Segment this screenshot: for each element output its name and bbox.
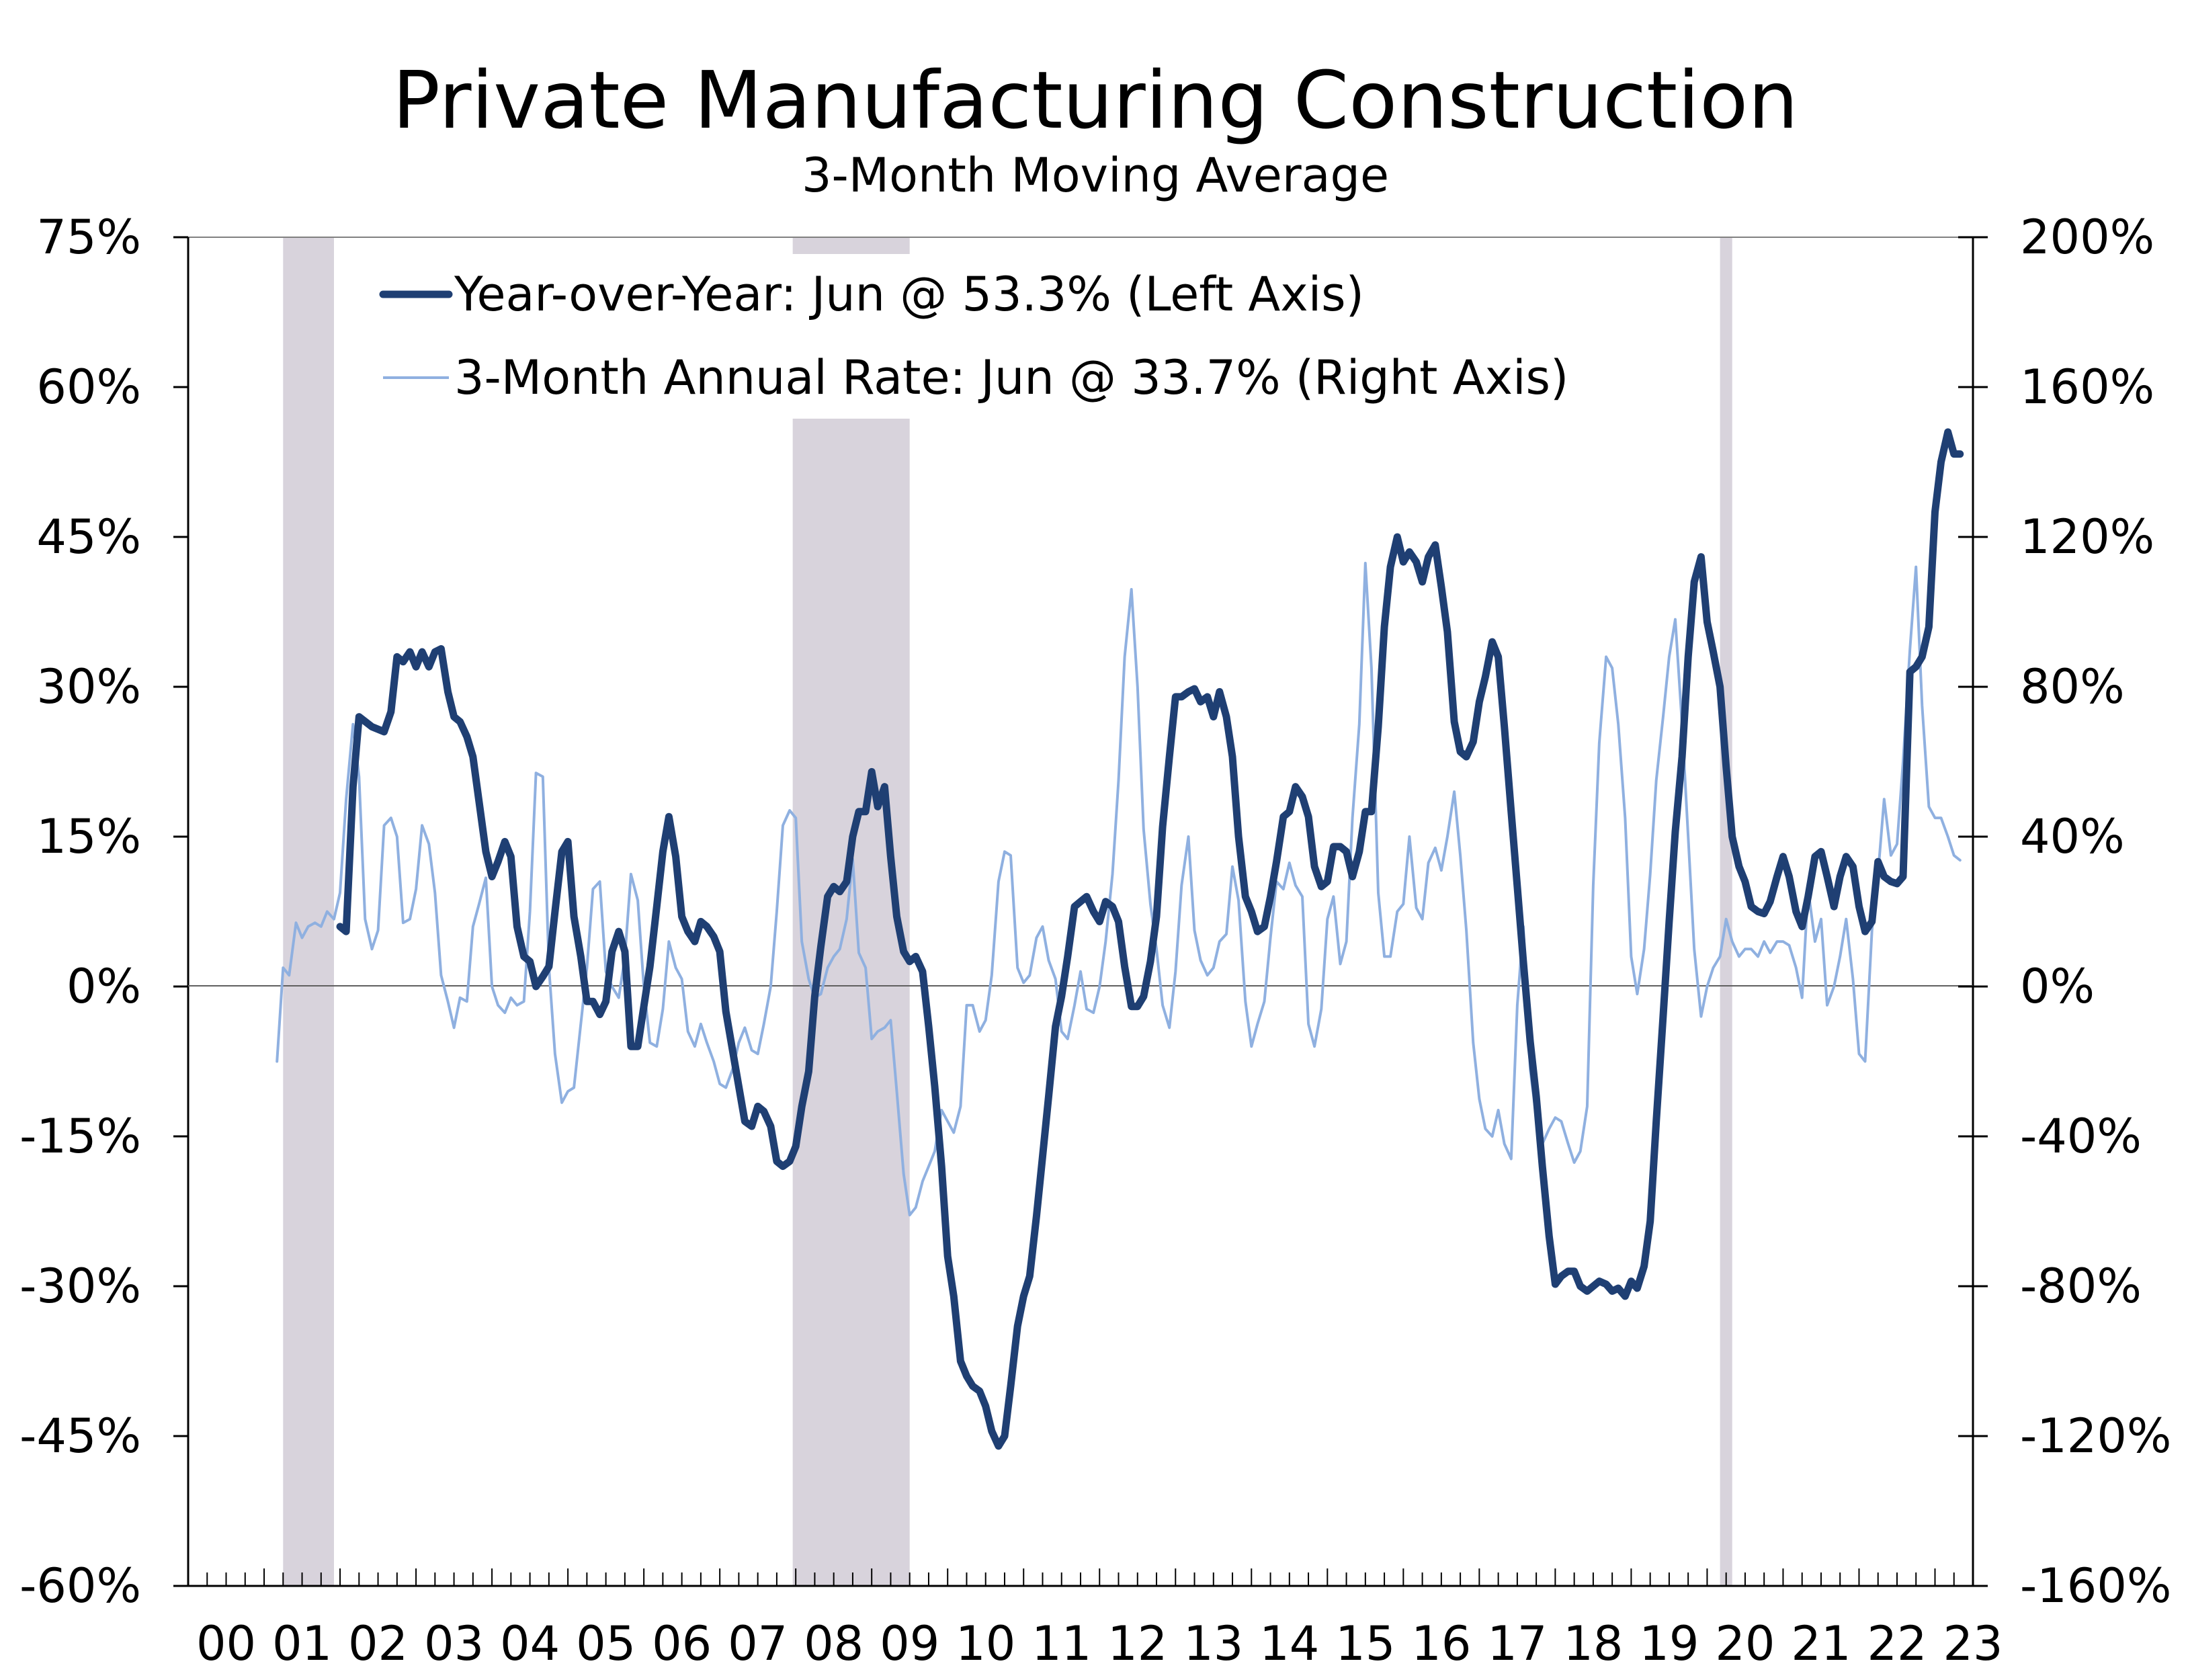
chart-subtitle: 3-Month Moving Average	[802, 148, 1389, 203]
x-tick-label: 13	[1183, 1616, 1243, 1671]
y-right-tick-label: 200%	[2020, 210, 2154, 265]
y-left-tick-label: 45%	[36, 509, 141, 564]
x-tick-label: 16	[1411, 1616, 1471, 1671]
x-tick-label: 15	[1335, 1616, 1395, 1671]
legend-label-3m: 3-Month Annual Rate: Jun @ 33.7% (Right …	[454, 350, 1568, 405]
recession-shading-group	[283, 237, 1732, 1586]
y-right-tick-label: 80%	[2020, 659, 2125, 714]
recession-band-1	[792, 237, 910, 1586]
x-tick-label: 14	[1259, 1616, 1319, 1671]
y-right-tick-label: -40%	[2020, 1109, 2142, 1164]
x-tick-label: 11	[1032, 1616, 1091, 1671]
x-tick-label: 05	[576, 1616, 636, 1671]
series-group	[276, 428, 1964, 1450]
x-tick-label: 17	[1487, 1616, 1547, 1671]
series-line-yoy	[336, 428, 1964, 1450]
x-tick-label: 02	[348, 1616, 408, 1671]
x-tick-label: 03	[424, 1616, 484, 1671]
y-left-tick-label: 60%	[36, 360, 141, 415]
y-left-tick-label: 15%	[36, 809, 141, 864]
axes-group	[187, 237, 1974, 1587]
y-right-tick-label: -80%	[2020, 1259, 2142, 1314]
x-tick-label: 19	[1639, 1616, 1699, 1671]
x-tick-label: 06	[652, 1616, 712, 1671]
y-right-tick-label: 40%	[2020, 809, 2125, 864]
recession-band-2	[1720, 237, 1732, 1586]
y-right-tick-label: -160%	[2020, 1558, 2171, 1613]
x-tick-label: 10	[956, 1616, 1015, 1671]
x-tick-label: 23	[1943, 1616, 2003, 1671]
y-left-tick-label: 30%	[36, 659, 141, 714]
x-tick-label: 21	[1791, 1616, 1851, 1671]
y-left-tick-label: -45%	[19, 1409, 141, 1464]
x-tick-label: 20	[1715, 1616, 1775, 1671]
y-left-tick-label: -30%	[19, 1259, 141, 1314]
y-right-tick-label: 160%	[2020, 360, 2154, 415]
y-right-tick-label: 120%	[2020, 509, 2154, 564]
y-left-tick-label: 0%	[67, 959, 141, 1014]
recession-band-0	[283, 237, 335, 1586]
series-line-3m	[276, 562, 1962, 1217]
legend-label-yoy: Year-over-Year: Jun @ 53.3% (Left Axis)	[454, 267, 1364, 322]
x-tick-label: 18	[1563, 1616, 1623, 1671]
legend-background	[363, 254, 1714, 419]
ticks-group: 75%60%45%30%15%0%-15%-30%-45%-60%200%160…	[19, 210, 2171, 1671]
y-right-tick-label: -120%	[2020, 1409, 2171, 1464]
x-tick-label: 04	[500, 1616, 560, 1671]
x-tick-label: 01	[272, 1616, 332, 1671]
y-left-tick-label: -60%	[19, 1558, 141, 1613]
x-tick-label: 07	[728, 1616, 788, 1671]
x-tick-label: 09	[880, 1616, 939, 1671]
y-left-tick-label: 75%	[36, 210, 141, 265]
x-tick-label: 12	[1107, 1616, 1167, 1671]
x-tick-label: 08	[804, 1616, 864, 1671]
y-left-tick-label: -15%	[19, 1109, 141, 1164]
x-tick-label: 22	[1867, 1616, 1927, 1671]
chart-title: Private Manufacturing Construction	[392, 54, 1798, 146]
x-tick-label: 00	[196, 1616, 256, 1671]
legend: Year-over-Year: Jun @ 53.3% (Left Axis) …	[379, 267, 1568, 405]
y-right-tick-label: 0%	[2020, 959, 2095, 1014]
